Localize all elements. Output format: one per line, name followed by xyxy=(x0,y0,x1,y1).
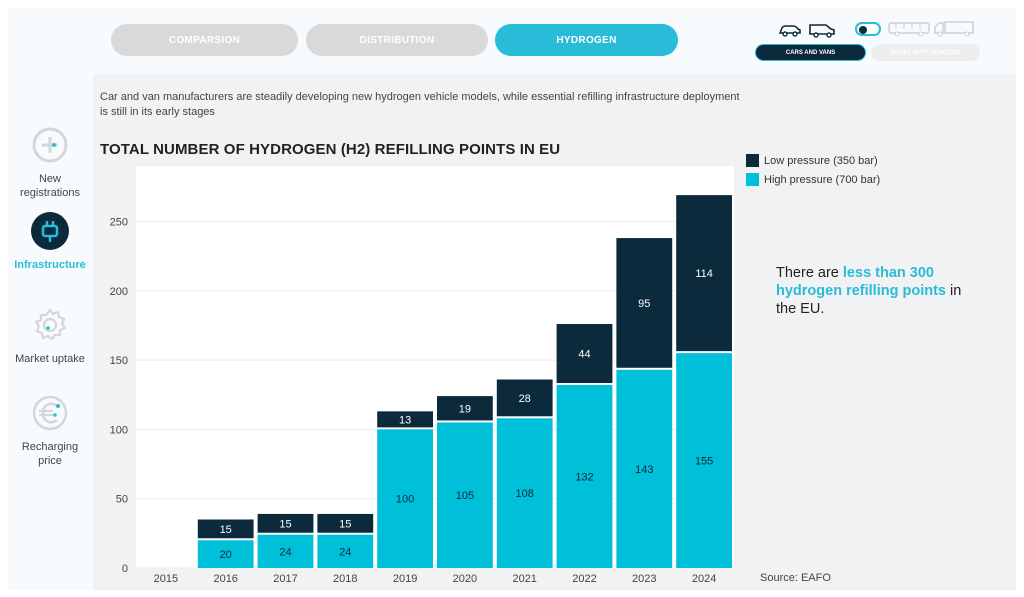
x-tick-label: 2023 xyxy=(632,573,656,585)
bar-chart: 0501001502002502015201520162415201724152… xyxy=(110,166,734,585)
x-tick-label: 2024 xyxy=(692,573,716,585)
data-label: 95 xyxy=(638,298,650,310)
bar-low-pressure xyxy=(377,411,433,428)
data-label: 15 xyxy=(339,518,351,530)
y-tick-label: 150 xyxy=(110,355,128,367)
heavy-duty-vehicles-button[interactable]: HEAVY DUTY VEHICLES xyxy=(871,44,980,61)
y-tick-label: 0 xyxy=(122,563,128,575)
vehicle-toggle[interactable] xyxy=(855,22,881,36)
bar-high-pressure xyxy=(676,353,732,568)
bar-high-pressure xyxy=(616,369,673,568)
callout-suffix: in the EU. xyxy=(776,283,962,317)
sidebar-item-infrastructure[interactable]: Infrastructure xyxy=(8,212,92,272)
euro-icon xyxy=(31,394,69,432)
sidebar-item-label: Recharging price xyxy=(21,441,79,467)
callout-highlight: less than 300 hydrogen refilling points xyxy=(776,265,946,299)
sidebar-item-market-uptake[interactable]: Market uptake xyxy=(8,306,92,366)
bar-low-pressure xyxy=(676,195,732,352)
data-label: 24 xyxy=(279,546,291,558)
cars-and-vans-button[interactable]: CARS AND VANS xyxy=(755,44,866,61)
bar-low-pressure xyxy=(616,238,673,368)
bar-low-pressure xyxy=(317,513,374,533)
bar-high-pressure xyxy=(437,422,493,568)
legend-swatch-high xyxy=(746,173,759,186)
x-tick-label: 2019 xyxy=(393,573,417,585)
bus-icon[interactable] xyxy=(888,21,930,37)
data-label: 44 xyxy=(578,349,590,361)
intro-text: Car and van manufacturers are steadily d… xyxy=(100,91,740,118)
bar-high-pressure xyxy=(257,534,314,568)
car-icon[interactable] xyxy=(778,23,802,37)
x-tick-label: 2015 xyxy=(154,573,178,585)
x-tick-label: 2016 xyxy=(213,573,237,585)
truck-icon[interactable] xyxy=(933,21,975,37)
y-tick-label: 100 xyxy=(110,424,128,436)
data-label: 19 xyxy=(459,403,471,415)
tab-hydrogen[interactable]: HYDROGEN xyxy=(495,24,678,56)
bar-low-pressure xyxy=(257,513,314,533)
sidebar-item-label: Market uptake xyxy=(15,353,85,365)
sidebar-item-new-registrations[interactable]: New registrations xyxy=(8,126,92,200)
data-label: 13 xyxy=(399,414,411,426)
x-tick-label: 2021 xyxy=(512,573,536,585)
data-label: 28 xyxy=(519,393,531,405)
gear-icon xyxy=(31,306,69,344)
bar-high-pressure xyxy=(317,534,374,568)
sidebar-item-recharging-price[interactable]: Recharging price xyxy=(8,394,92,468)
y-tick-label: 50 xyxy=(116,494,128,506)
data-label: 143 xyxy=(635,464,653,476)
callout-prefix: There are xyxy=(776,265,843,281)
chart-area: 0 50 100 150 200 250 2015 20 15 2016 24 15 2017 24 15 2… xyxy=(96,166,736,586)
data-label: 105 xyxy=(456,490,474,502)
tab-comparison[interactable]: COMPARSION xyxy=(111,24,298,56)
legend-item-low[interactable]: Low pressure (350 bar) xyxy=(746,154,880,167)
legend-item-high[interactable]: High pressure (700 bar) xyxy=(746,173,880,186)
data-label: 100 xyxy=(396,494,414,506)
bar-high-pressure xyxy=(377,429,433,568)
x-tick-label: 2022 xyxy=(572,573,596,585)
sidebar-item-label: New registrations xyxy=(20,173,80,199)
legend-swatch-low xyxy=(746,154,759,167)
charging-plug-icon xyxy=(31,212,69,250)
callout-text: There are less than 300 hydrogen refilli… xyxy=(776,264,976,318)
plus-icon xyxy=(31,126,69,164)
data-label: 132 xyxy=(575,472,593,484)
bar-low-pressure xyxy=(197,519,254,539)
chart-legend: Low pressure (350 bar) High pressure (70… xyxy=(746,154,880,192)
bar-high-pressure xyxy=(556,385,613,568)
chart-title: TOTAL NUMBER OF HYDROGEN (H2) REFILLING … xyxy=(100,141,561,158)
tab-distribution[interactable]: DISTRIBUTION xyxy=(306,24,488,56)
y-tick-label: 200 xyxy=(110,286,128,298)
vehicle-icons xyxy=(778,20,836,40)
x-tick-label: 2020 xyxy=(453,573,477,585)
data-label: 114 xyxy=(695,268,713,280)
data-label: 24 xyxy=(339,546,351,558)
data-label: 108 xyxy=(516,488,534,500)
x-tick-label: 2018 xyxy=(333,573,357,585)
data-label: 155 xyxy=(695,456,713,468)
source-note: Source: EAFO xyxy=(760,572,831,584)
bar-high-pressure xyxy=(496,418,553,568)
data-label: 20 xyxy=(220,549,232,561)
legend-label: Low pressure (350 bar) xyxy=(764,154,878,167)
bar-low-pressure xyxy=(496,379,553,417)
x-tick-label: 2017 xyxy=(273,573,297,585)
van-icon[interactable] xyxy=(808,22,836,38)
bar-low-pressure xyxy=(556,324,613,384)
sidebar-item-label: Infrastructure xyxy=(14,259,86,271)
bar-low-pressure xyxy=(437,396,493,421)
y-tick-label: 250 xyxy=(110,216,128,228)
data-label: 15 xyxy=(279,518,291,530)
legend-label: High pressure (700 bar) xyxy=(764,173,881,186)
bar-high-pressure xyxy=(197,540,254,568)
data-label: 15 xyxy=(220,524,232,536)
